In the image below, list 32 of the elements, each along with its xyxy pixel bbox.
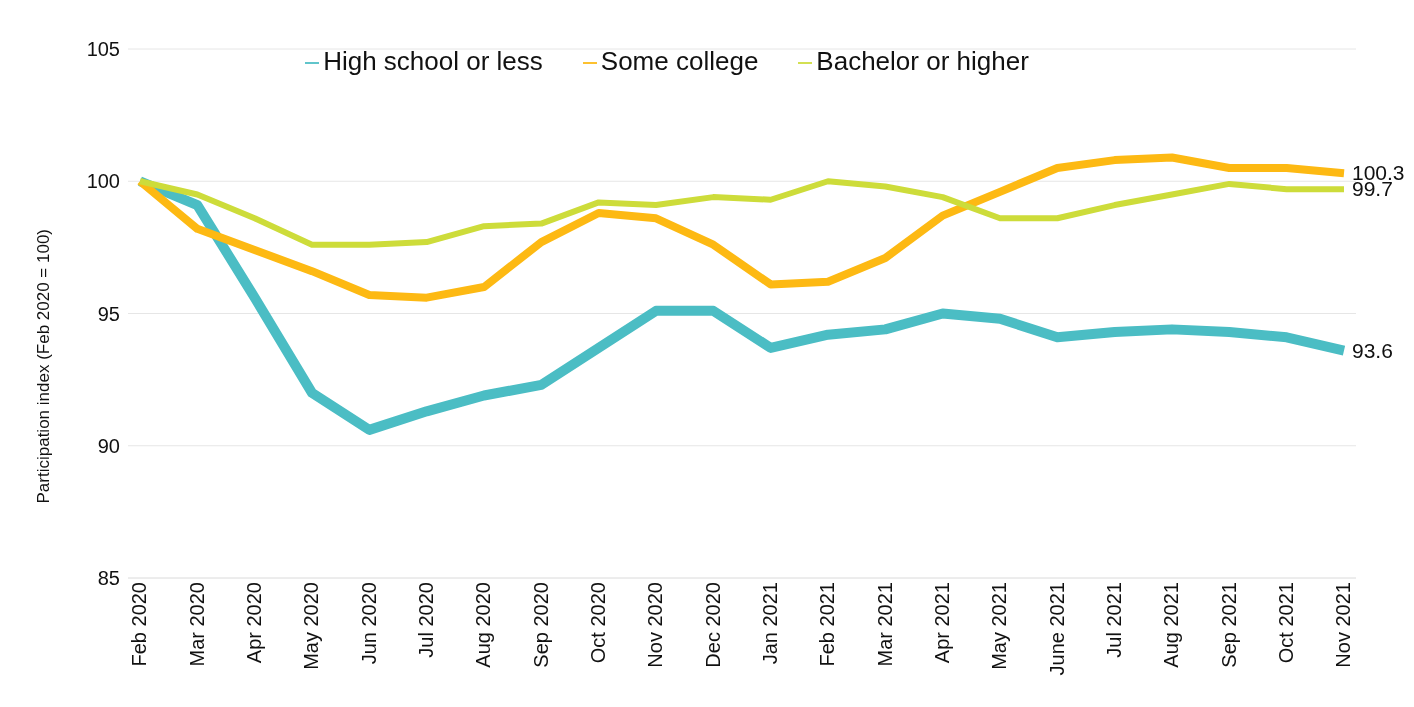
y-tick-label: 95 <box>97 302 120 325</box>
x-tick-label: Sep 2021 <box>1217 582 1240 668</box>
x-tick-label: Nov 2021 <box>1332 582 1355 668</box>
x-tick-label: Jan 2021 <box>758 582 781 665</box>
x-tick-label: Oct 2020 <box>586 582 609 664</box>
x-tick-label: Aug 2021 <box>1160 582 1183 668</box>
x-tick-label: Apr 2020 <box>242 582 265 664</box>
x-tick-label: May 2021 <box>988 582 1011 670</box>
x-tick-label: May 2020 <box>300 582 323 670</box>
legend-label: Some college <box>600 46 759 76</box>
y-tick-label: 100 <box>86 170 120 193</box>
x-tick-label: Oct 2021 <box>1274 582 1297 664</box>
x-tick-label: June 2021 <box>1045 582 1068 676</box>
y-tick-label: 90 <box>97 434 120 457</box>
y-tick-label: 105 <box>86 38 120 61</box>
x-tick-label: Feb 2021 <box>816 582 839 667</box>
data-label: 93.6 <box>1352 338 1393 362</box>
legend-label: Bachelor or higher <box>816 46 1029 76</box>
x-tick-label: Feb 2020 <box>128 582 151 667</box>
x-tick-label: Mar 2021 <box>873 582 896 667</box>
x-tick-label: Dec 2020 <box>701 582 724 668</box>
x-tick-label: Mar 2020 <box>185 582 208 667</box>
x-tick-label: Jul 2021 <box>1102 582 1125 658</box>
x-tick-label: Jun 2020 <box>357 582 380 665</box>
x-tick-label: Nov 2020 <box>644 582 667 668</box>
x-tick-label: Aug 2020 <box>472 582 495 668</box>
legend-label: High school or less <box>323 46 543 76</box>
x-tick-label: Jul 2020 <box>414 582 437 658</box>
y-tick-label: 85 <box>97 567 120 590</box>
x-tick-label: Apr 2021 <box>930 582 953 664</box>
x-tick-label: Sep 2020 <box>529 582 552 668</box>
y-axis-title: Participation index (Feb 2020 = 100) <box>34 228 54 504</box>
